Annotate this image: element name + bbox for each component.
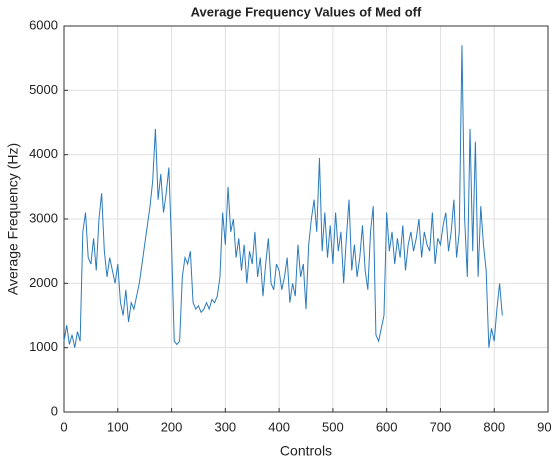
x-tick-label: 900 [537,419,552,434]
data-line [63,45,503,348]
x-axis-label: Controls [280,443,332,459]
x-tick-label: 800 [483,419,505,434]
y-tick-label: 2000 [29,275,58,290]
y-tick-label: 5000 [29,82,58,97]
plot-frame [63,25,549,413]
x-tick-label: 700 [430,419,452,434]
y-tick-label: 6000 [29,17,58,32]
x-tick-label: 400 [268,419,290,434]
y-tick-label: 0 [51,403,58,418]
y-tick-label: 4000 [29,146,58,161]
x-tick-label: 100 [107,419,129,434]
x-tick-label: 500 [322,419,344,434]
y-tick-label: 3000 [29,210,58,225]
y-axis-label: Average Frequency (Hz) [5,143,21,295]
chart-title: Average Frequency Values of Med off [191,4,422,19]
x-tick-label: 600 [376,419,398,434]
x-tick-label: 200 [161,419,183,434]
x-tick-label: 0 [60,419,67,434]
x-tick-label: 300 [214,419,236,434]
y-tick-label: 1000 [29,339,58,354]
